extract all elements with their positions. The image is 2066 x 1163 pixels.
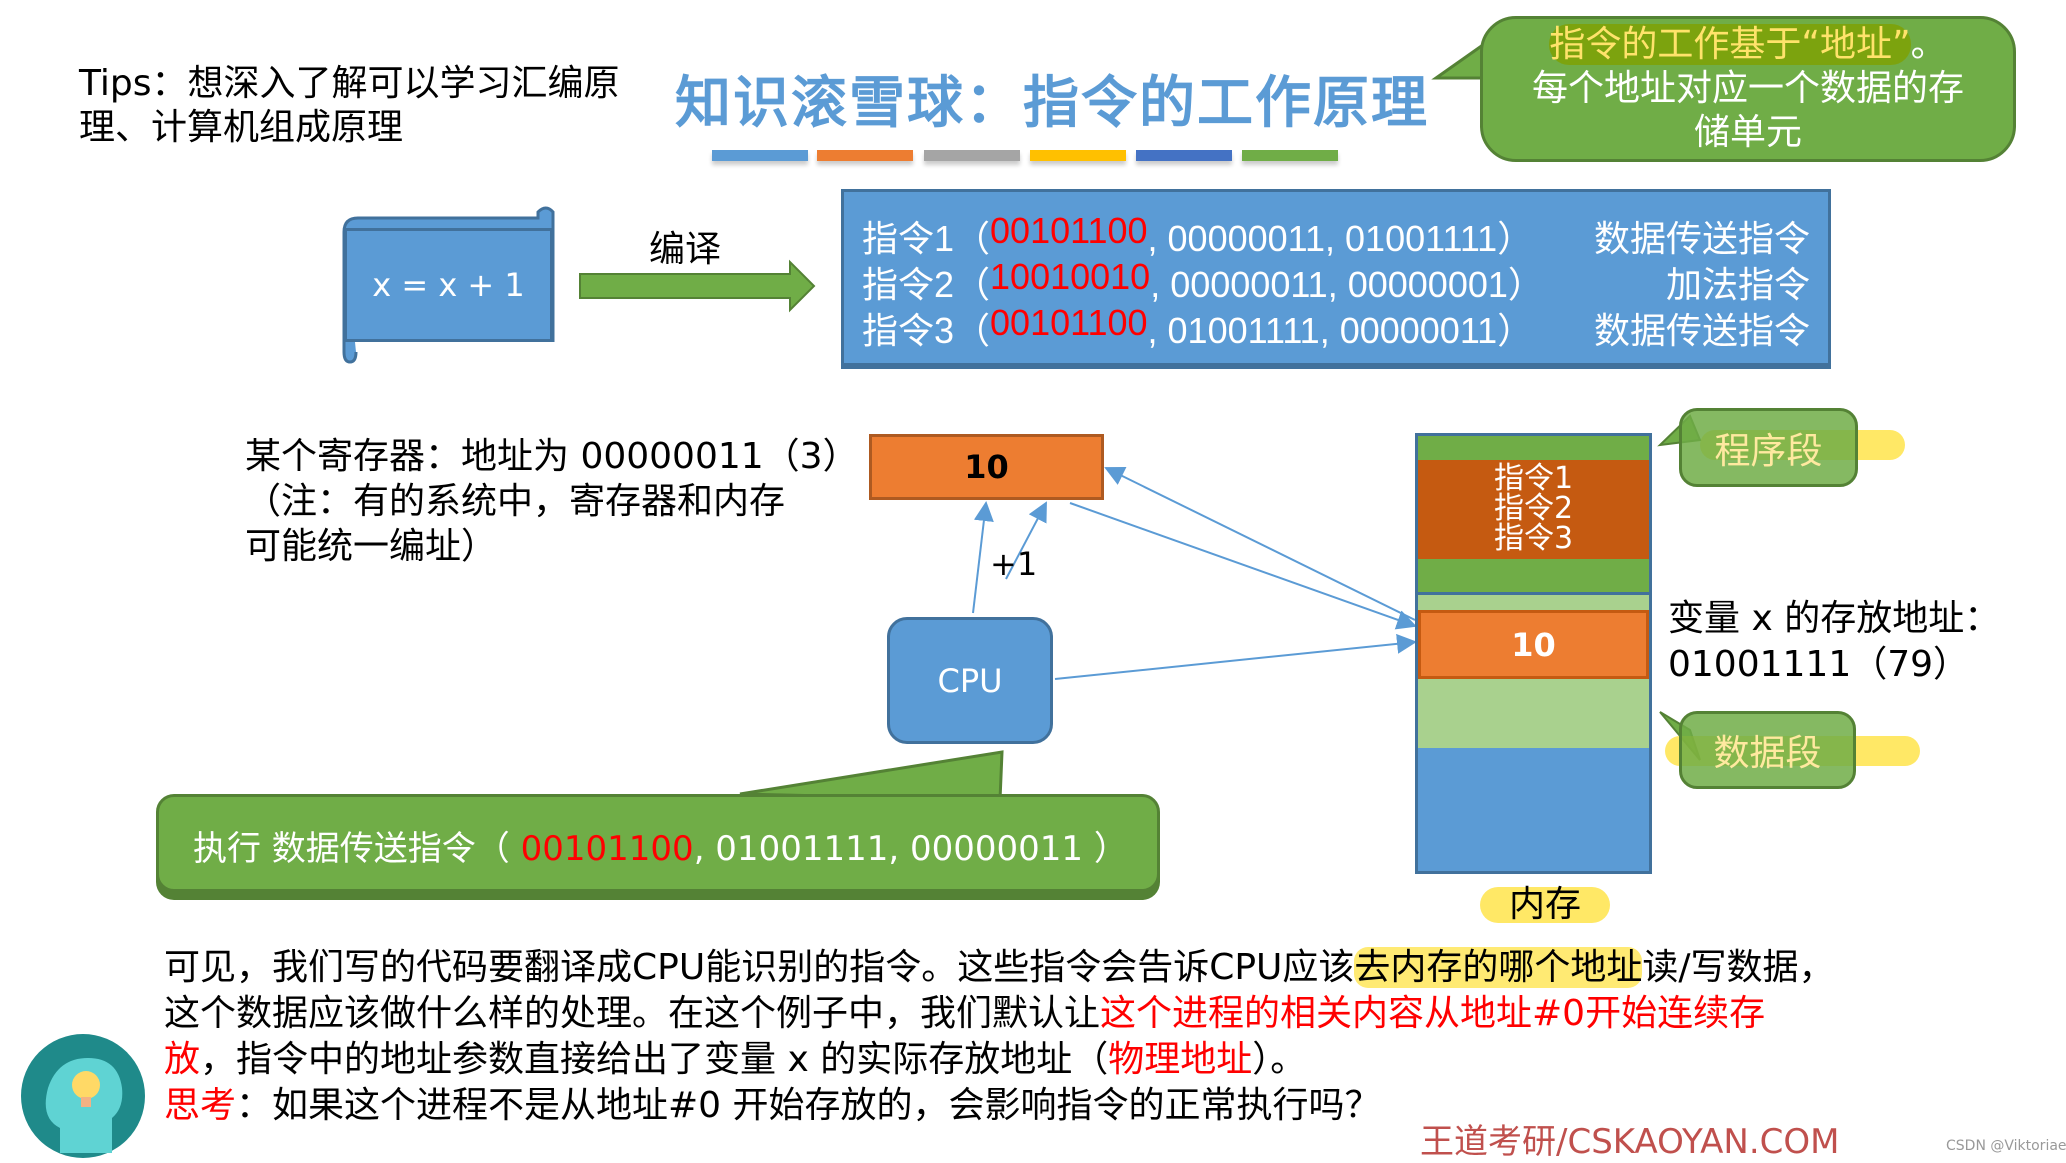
program-segment-callout: 程序段	[1679, 408, 1858, 487]
title-bar-yellow	[1030, 150, 1126, 161]
para-text: ）。	[1252, 1039, 1307, 1080]
para-text: 读/写数据，	[1642, 947, 1835, 988]
memory-label: 内存	[1480, 887, 1610, 923]
brand-logo: 王道考研/CSKAOYAN.COM	[1420, 1122, 1840, 1162]
para-text: ，指令中的地址参数直接给出了变量 x 的实际存放地址（	[200, 1039, 1109, 1080]
source-code-scroll: x = x + 1	[344, 228, 553, 342]
cpu-to-register-arrow	[972, 501, 994, 614]
watermark: CSDN @Viktoriae	[1946, 1138, 2066, 1154]
memory-program-bottom	[1418, 559, 1649, 595]
var-addr-label: 变量 x 的存放地址：	[1668, 598, 2001, 639]
memory-instr: 指令2	[1493, 491, 1574, 526]
instr-type: 加法指令	[1665, 264, 1810, 305]
instr-name: 指令3（	[862, 310, 991, 351]
para-red: 放	[164, 1039, 201, 1080]
instr-name: 指令1（	[862, 218, 991, 259]
memory-data-top	[1418, 595, 1649, 610]
data-segment-callout: 数据段	[1679, 711, 1856, 789]
para-text: 这个数据应该做什么样的处理。在这个例子中，我们默认让	[164, 993, 1101, 1034]
plus-one-arrow	[1005, 501, 1047, 580]
title-bar-green	[1242, 150, 1338, 161]
instr-operands: , 00000011, 00000001）	[1150, 264, 1544, 305]
explanation-paragraph: 可见，我们写的代码要翻译成CPU能识别的指令。这些指令会告诉CPU应该去内存的哪…	[164, 945, 1964, 1129]
cpu-to-memory-arrow	[1054, 633, 1417, 680]
instr-opcode: 10010010	[990, 256, 1151, 297]
memory-program-top	[1418, 436, 1649, 460]
register-box: 10	[869, 434, 1104, 500]
compile-arrow	[579, 259, 816, 313]
register-line: （注：有的系统中，寄存器和内存	[245, 481, 786, 522]
callout-line3: 储单元	[1693, 112, 1802, 153]
address-highlight: 指令的工作基于“地址”	[1549, 24, 1911, 65]
plus-one-label: +1	[990, 545, 1038, 583]
instr-opcode: 00101100	[990, 210, 1148, 251]
register-line: 某个寄存器：地址为 00000011（3）	[245, 436, 859, 477]
instruction-row: 指令2（ 10010010, 00000011, 00000001） 加法指令	[862, 256, 1810, 305]
top-callout: 指令的工作基于“地址”。 每个地址对应一个数据的存 储单元	[1480, 16, 2016, 162]
memory-instructions: 指令1 指令2 指令3	[1418, 460, 1649, 559]
var-addr-value: 01001111（79）	[1668, 644, 1970, 685]
instr-operands: , 00000011, 01001111）	[1147, 218, 1534, 259]
tips-text: Tips：想深入了解可以学习汇编原理、计算机组成原理	[79, 63, 620, 148]
register-to-memory-arrow	[1069, 502, 1417, 630]
para-red: 思考	[164, 1085, 237, 1126]
memory-instr: 指令1	[1493, 461, 1574, 496]
instr-operands: , 01001111, 00000011）	[1147, 310, 1534, 351]
exec-callout-tail	[739, 750, 1004, 802]
instr-type: 数据传送指令	[1593, 310, 1810, 351]
thinking-head-icon	[21, 1034, 145, 1158]
instruction-row: 指令1（ 00101100, 00000011, 01001111） 数据传送指令	[862, 210, 1810, 259]
callout-line2: 每个地址对应一个数据的存	[1531, 68, 1964, 109]
memory-instr: 指令3	[1493, 521, 1574, 556]
title-bar-darkblue	[1136, 150, 1232, 161]
para-highlight: 去内存的哪个地址	[1354, 947, 1643, 988]
para-text: 可见，我们写的代码要翻译成CPU能识别的指令。这些指令会告诉CPU应该	[164, 947, 1355, 988]
para-red: 物理地址	[1108, 1039, 1253, 1080]
exec-prefix: 执行 数据传送指令（	[193, 829, 521, 869]
register-line: 可能统一编址）	[245, 526, 498, 567]
title-bar-blue	[712, 150, 808, 161]
instruction-box: 指令1（ 00101100, 00000011, 01001111） 数据传送指令 …	[841, 189, 1831, 369]
variable-address: 变量 x 的存放地址： 01001111（79）	[1668, 596, 2000, 688]
exec-opcode: 00101100	[520, 829, 694, 869]
instr-type: 数据传送指令	[1593, 218, 1810, 259]
para-red: 这个进程的相关内容从地址#0开始连续存	[1100, 993, 1766, 1034]
para-text: ：如果这个进程不是从地址#0 开始存放的，会影响指令的正常执行吗？	[236, 1085, 1381, 1126]
memory-data-bottom	[1418, 679, 1649, 748]
page-title: 知识滚雪球：指令的工作原理	[675, 71, 1429, 136]
instruction-row: 指令3（ 00101100, 01001111, 00000011） 数据传送指令	[862, 302, 1810, 351]
cpu-box: CPU	[887, 617, 1053, 744]
memory-block: 指令1 指令2 指令3 10	[1415, 433, 1652, 874]
register-description: 某个寄存器：地址为 00000011（3） （注：有的系统中，寄存器和内存 可能…	[245, 434, 859, 569]
title-bar-gray	[924, 150, 1020, 161]
title-bar-orange	[817, 150, 913, 161]
memory-to-register-arrow	[1104, 466, 1416, 621]
memory-variable-x: 10	[1418, 610, 1649, 679]
compile-label: 编译	[649, 229, 722, 270]
exec-callout: 执行 数据传送指令（ 00101100, 01001111, 00000011 …	[156, 794, 1160, 892]
instr-name: 指令2（	[862, 264, 991, 305]
callout-punct: 。	[1910, 24, 1947, 65]
instr-opcode: 00101100	[990, 302, 1148, 343]
exec-rest: , 01001111, 00000011 ）	[693, 829, 1128, 869]
